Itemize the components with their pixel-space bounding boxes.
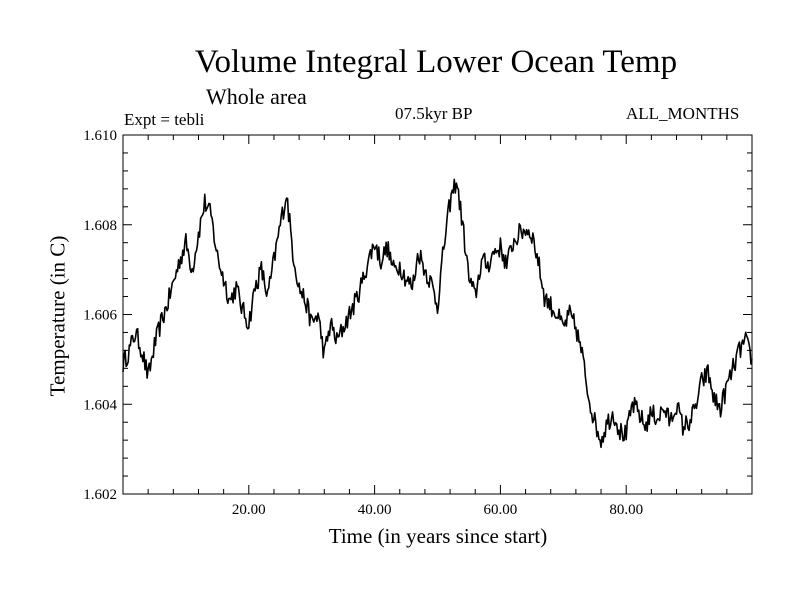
- chart-subtitle: Whole area: [206, 84, 307, 109]
- y-tick-label: 1.604: [83, 397, 117, 413]
- x-axis-label: Time (in years since start): [328, 524, 548, 548]
- experiment-label: Expt = tebli: [124, 110, 205, 129]
- x-tick-label: 40.00: [358, 502, 392, 518]
- y-tick-label: 1.606: [83, 308, 117, 324]
- y-tick-label: 1.608: [83, 218, 117, 234]
- period-label: 07.5kyr BP: [395, 104, 473, 123]
- x-tick-label: 20.00: [232, 502, 266, 518]
- chart-title: Volume Integral Lower Ocean Temp: [194, 44, 678, 80]
- y-tick-label: 1.610: [83, 128, 117, 144]
- y-tick-label: 1.602: [83, 487, 117, 503]
- axis-ticks: 20.00 40.00 60.00 80.00 1.602 1.604 1.606 1.608…: [83, 128, 752, 518]
- series-line: [122, 178, 753, 449]
- series-layer: [122, 178, 753, 449]
- x-tick-label: 60.00: [484, 502, 518, 518]
- plot-frame: [122, 134, 753, 495]
- months-label: ALL_MONTHS: [626, 104, 740, 123]
- x-tick-label: 80.00: [609, 502, 643, 518]
